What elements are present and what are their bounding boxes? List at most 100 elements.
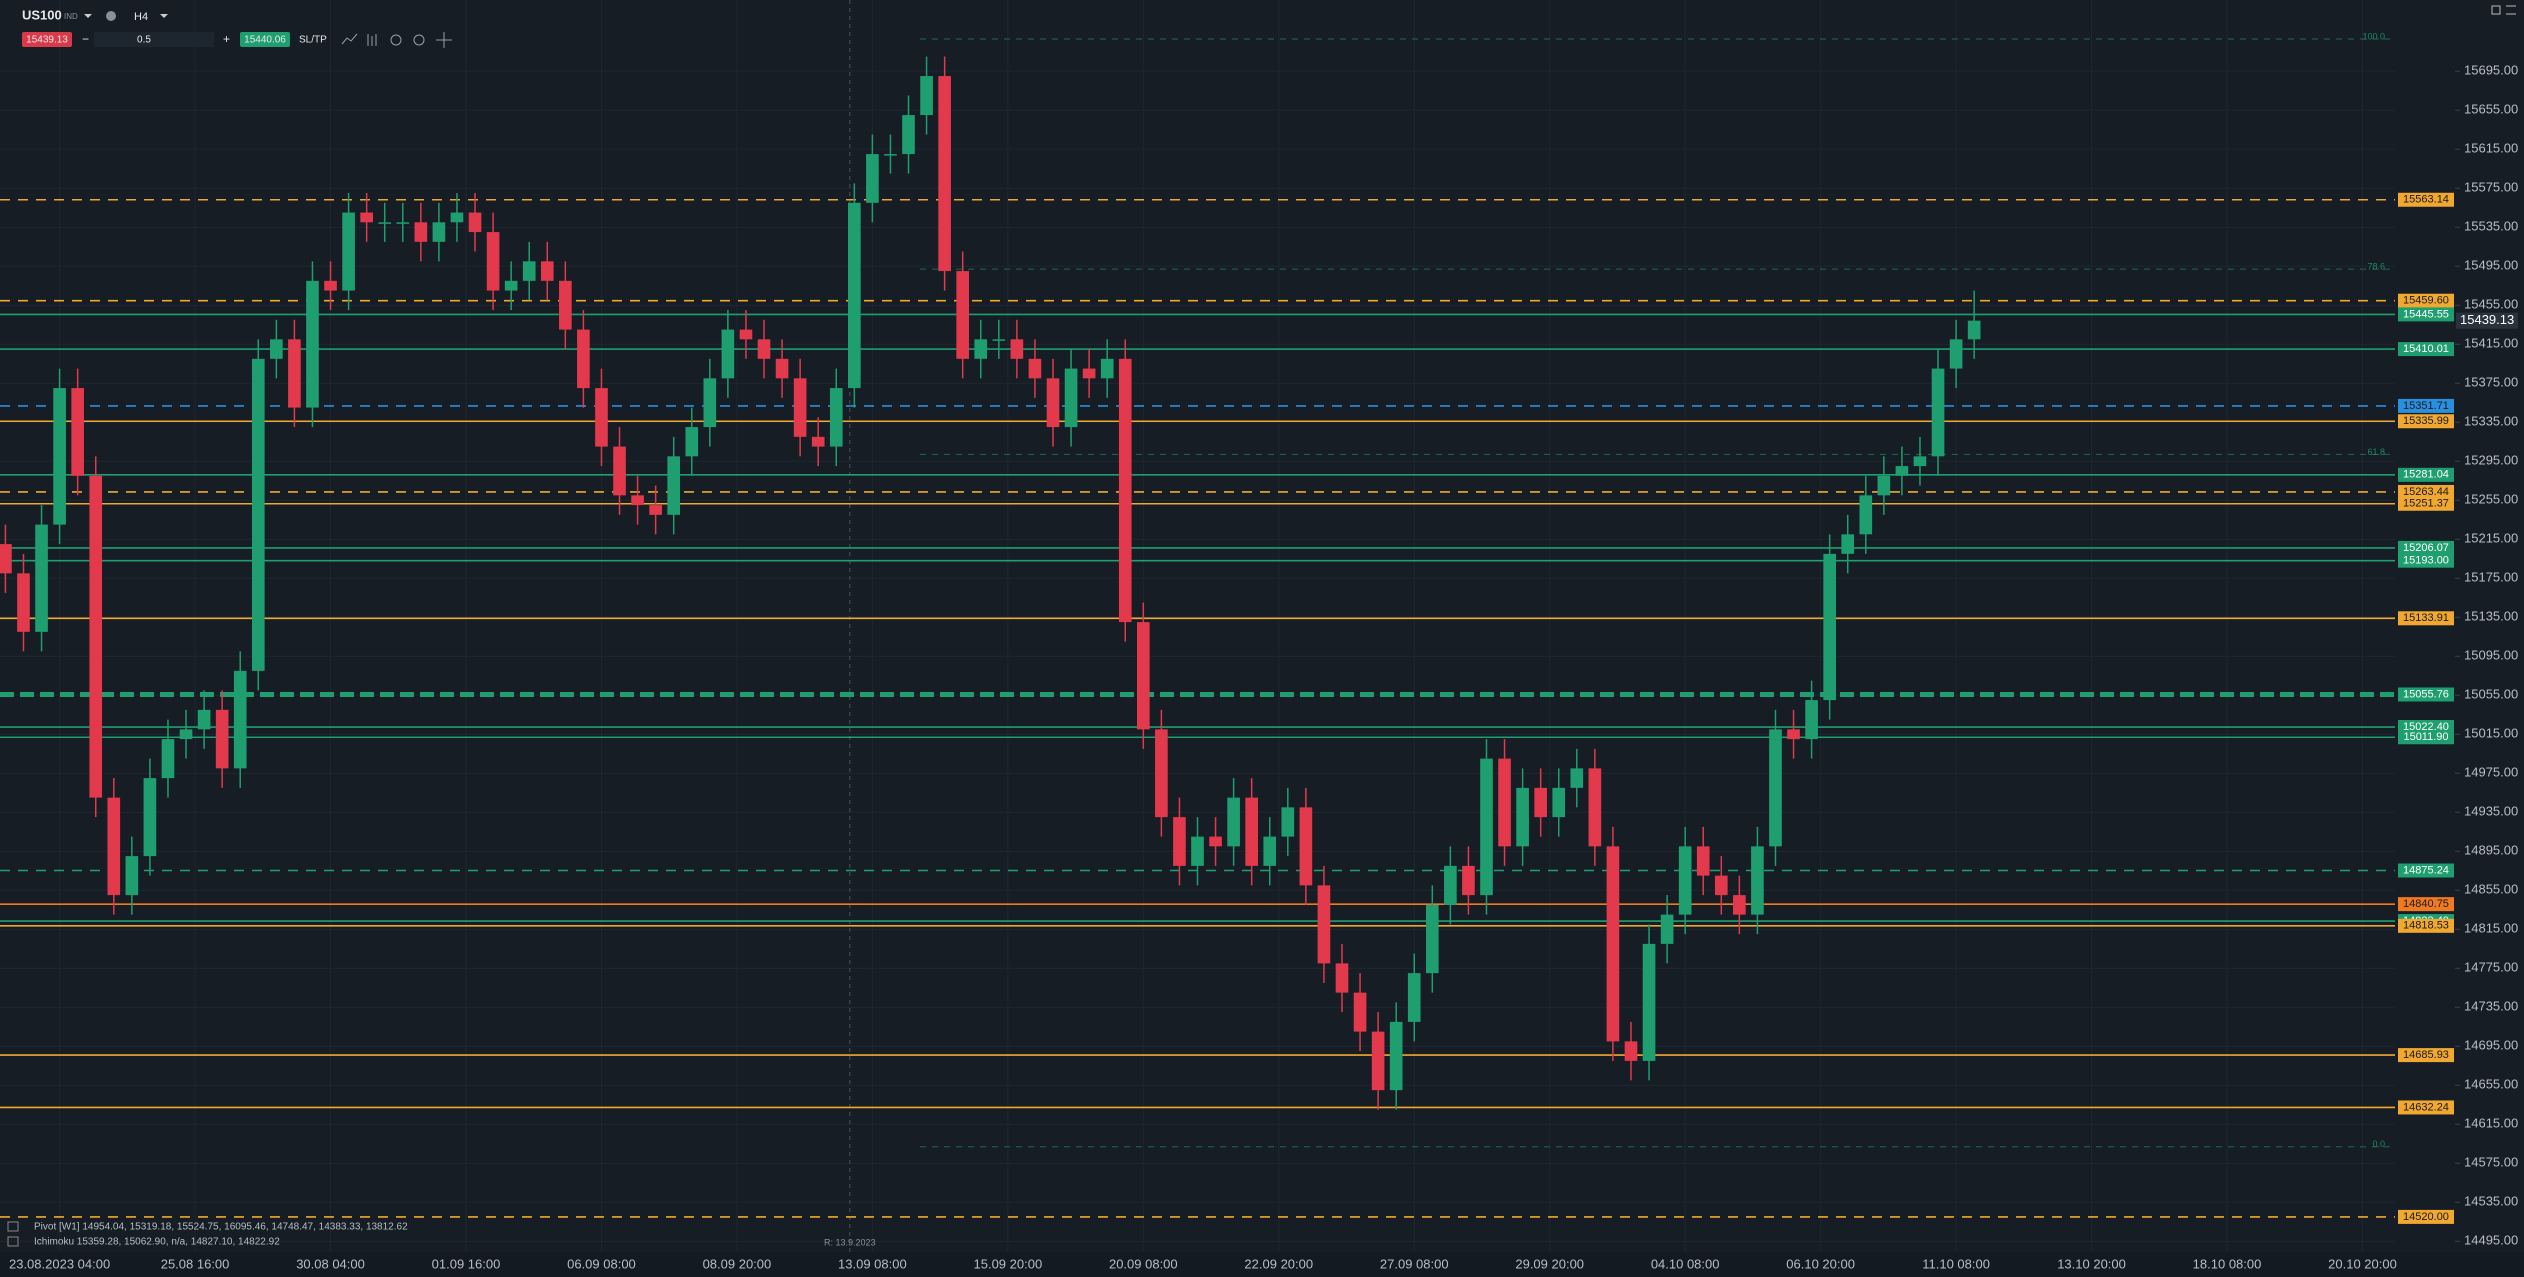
y-tick-label: 15055.00 [2464,687,2518,702]
candle-body [1389,1021,1403,1091]
y-tick-label: 14535.00 [2464,1194,2518,1209]
buy-button[interactable] [240,32,290,47]
candle-body [1606,846,1620,1042]
y-tick-label: 15215.00 [2464,531,2518,546]
y-tick-label: 15295.00 [2464,453,2518,468]
level-label-box [2398,1100,2454,1115]
level-label-box [2398,540,2454,555]
candle-body [468,212,482,233]
candle-body [125,856,139,896]
ask-price[interactable]: 15440.06 [244,35,286,46]
candle-body [215,709,229,769]
level-label: 14840.75 [2403,898,2449,910]
volume-input[interactable] [94,32,214,47]
candle-body [0,544,12,574]
candle-body [1931,368,1945,457]
dropdown-icon[interactable] [160,14,168,18]
legend-line: Ichimoku 15359.28, 15062.90, n/a, 14827.… [34,1237,280,1248]
candle-body [486,232,500,291]
symbol[interactable]: US100 [22,7,62,22]
candle-body [1823,553,1836,701]
volume[interactable]: 0.5 [137,35,151,46]
candle-body [1227,797,1240,847]
candle-body [667,456,681,515]
candle-body [1877,475,1891,496]
timeframe[interactable]: H4 [134,11,148,23]
level-label-box [2398,553,2454,568]
candle-body [342,212,355,291]
legend-icon [7,1236,19,1247]
level-label: 15011.90 [2403,731,2448,743]
level-label: 15563.14 [2403,194,2449,206]
candle-body [1787,729,1800,740]
level-label: 15193.00 [2403,555,2449,567]
levels: 100.0 78.6 61.8 0.0 [0,0,2395,1252]
level-label: 15251.37 [2403,498,2449,510]
dropdown-icon[interactable] [84,14,92,18]
level-label: 15281.04 [2403,469,2449,481]
level-label-box [2398,863,2454,878]
plus[interactable]: + [223,32,230,46]
candle-body [450,212,464,223]
info-icon[interactable] [106,11,116,21]
candle-body [1859,495,1873,535]
fib-label: 0.0 [2372,1139,2385,1149]
candle-body [1733,895,1746,915]
level-label: 15410.01 [2403,343,2449,355]
level-label-box [2398,897,2454,912]
candle-body [504,280,518,291]
x-tick-label: 11.10 08:00 [1922,1256,1990,1271]
level-label: 15206.07 [2403,542,2449,554]
candle-body [324,280,337,291]
tool-icons[interactable] [341,33,377,46]
level-label: 14818.53 [2403,920,2449,932]
candle-body [1534,787,1547,818]
candle-body [757,339,771,359]
level-label-box [2398,611,2454,626]
candle-body [1498,758,1511,847]
candle-body [956,271,970,359]
zoom-out-icon[interactable] [390,34,402,46]
candle-body [1136,622,1150,730]
zoom-in-icon[interactable] [413,34,425,46]
x-tick-label: 20.10 20:00 [2328,1256,2397,1271]
candle-body [107,797,121,896]
candle-body [1173,817,1186,866]
sltp-button[interactable]: SL/TP [299,35,327,46]
y-tick-label: 14695.00 [2464,1038,2518,1053]
y-tick-label: 14935.00 [2464,804,2518,819]
candle-body [1209,836,1222,847]
legend-icon [7,1221,19,1232]
y-tick-label: 15615.00 [2464,141,2518,156]
candle-body [288,339,301,408]
level-label: 15263.44 [2403,486,2449,498]
y-tick-label: 15015.00 [2464,726,2518,741]
y-tick-label: 14655.00 [2464,1077,2518,1092]
level-label: 15022.40 [2403,721,2449,733]
candle-body [1949,339,1963,369]
x-tick-label: 23.08.2023 04:00 [9,1256,110,1271]
y-tick-label: 15655.00 [2464,102,2518,117]
level-label-box [2398,342,2454,357]
x-tick-label: 25.08 16:00 [161,1256,230,1271]
candle-body [793,378,807,437]
level-label: 15459.60 [2403,295,2449,307]
bid-price[interactable]: 15439.13 [26,35,68,46]
minus[interactable]: − [82,32,89,46]
candle-body [577,329,590,389]
x-tick-label: 29.09 20:00 [1515,1256,1584,1271]
x-tick-label: 01.09 16:00 [432,1256,501,1271]
candle-body [902,115,915,155]
sell-button[interactable] [22,32,72,47]
window-icon[interactable] [2491,5,2501,15]
indicator-legend: Pivot [W1] 14954.04, 15319.18, 15524.75,… [7,1221,408,1248]
window-icon[interactable] [2506,5,2516,15]
candle-body [829,388,843,447]
crosshair-icon[interactable] [436,32,452,48]
candle-body [1299,807,1313,886]
candle-body [1245,797,1259,866]
y-tick-label: 15535.00 [2464,219,2518,234]
candle-body [595,388,608,447]
x-tick-label: 22.09 20:00 [1244,1256,1313,1271]
candle-body [35,524,48,632]
